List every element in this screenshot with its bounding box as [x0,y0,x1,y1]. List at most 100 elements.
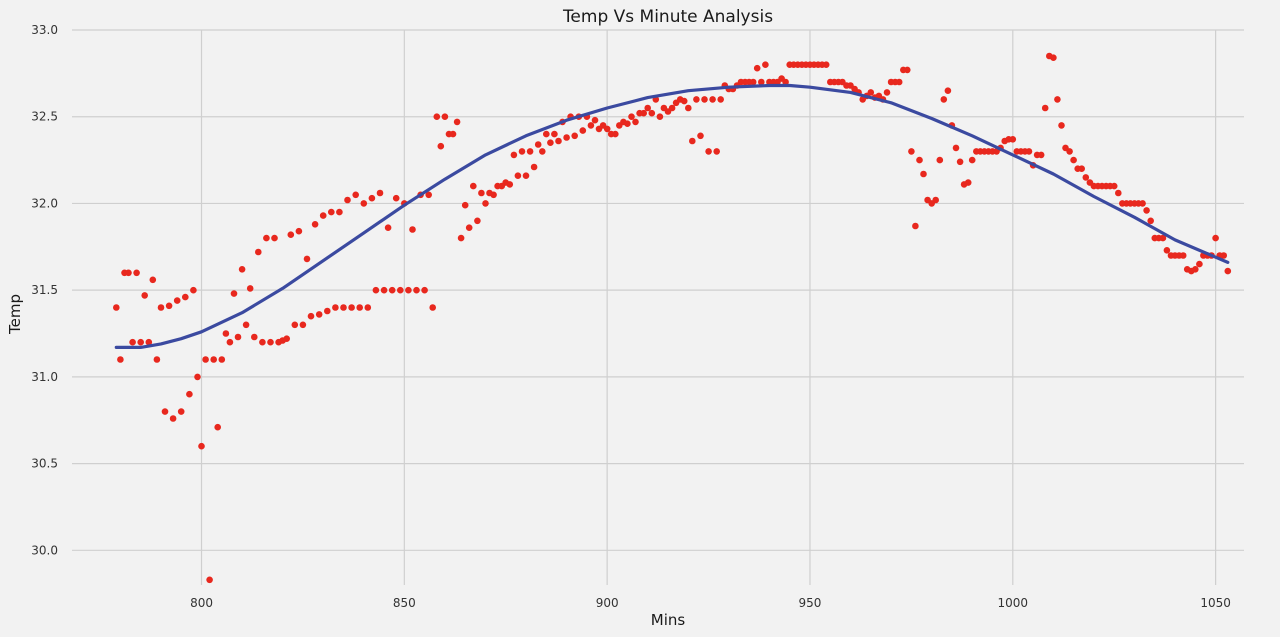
scatter-point [125,269,132,277]
y-tick-label: 33.0 [31,23,58,37]
scatter-point [429,304,437,311]
y-axis-label: Temp [6,294,24,335]
scatter-point [356,304,364,311]
scatter-point [344,196,351,204]
scatter-point [579,127,587,134]
scatter-point [437,142,445,150]
scatter-point [295,227,303,235]
scatter-point [226,338,234,346]
scatter-point [1139,200,1146,207]
scatter-point [506,181,514,188]
scatter-point [1196,260,1203,268]
scatter-point [165,302,173,310]
scatter-point [539,148,546,155]
scatter-point [534,141,542,148]
scatter-point [547,139,554,146]
scatter-point [194,373,201,381]
y-tick-label: 31.0 [31,370,58,384]
scatter-point [1224,267,1232,275]
scatter-point [352,191,360,199]
scatter-point [186,390,193,398]
y-tick-label: 30.5 [31,457,58,471]
scatter-point [319,212,327,219]
scatter-point [1110,182,1118,190]
scatter-point [307,312,315,320]
scatter-point [173,297,181,304]
y-axis-ticks: 30.0 30.5 31.0 31.5 32.0 32.5 33.0 [31,23,58,557]
scatter-point [762,61,769,68]
scatter-point [271,234,278,242]
scatter-point [936,156,944,164]
scatter-point [238,266,246,273]
scatter-point [640,109,647,117]
scatter-point [311,221,319,228]
x-tick-label: 950 [799,596,822,610]
scatter-point [591,116,599,124]
scatter-point [648,109,656,117]
scatter-point [1025,148,1033,155]
scatter-point [409,226,416,233]
scatter-point [388,286,396,294]
scatter-point [299,321,307,329]
scatter-point [222,330,230,337]
scatter-point [380,286,388,294]
scatter-point [514,172,522,179]
scatter-point [251,333,258,341]
scatter-point [656,113,664,120]
scatter-point [190,286,197,294]
scatter-point [1192,266,1199,273]
scatter-point [705,148,712,155]
scatter-point [1212,234,1219,242]
scatter-point [324,307,331,315]
scatter-point [336,208,343,216]
scatter-point [449,130,457,138]
scatter-point [340,304,347,311]
scatter-point [413,286,420,294]
x-tick-label: 800 [190,596,213,610]
scatter-point [364,304,372,311]
scatter-point [169,415,177,422]
scatter-point [259,338,266,346]
scatter-point [551,130,558,138]
scatter-point [242,321,250,329]
scatter-point [603,125,611,133]
scatter-point [405,286,412,294]
scatter-series [113,52,1232,584]
scatter-point [198,442,205,450]
scatter-point [510,151,518,159]
scatter-point [612,130,619,138]
scatter-point [632,118,639,126]
scatter-point [940,96,948,103]
scatter-point [470,182,477,190]
scatter-point [571,132,578,140]
scatter-point [234,333,242,341]
scatter-point [490,191,497,199]
grid [72,29,1244,585]
scatter-point [360,200,368,207]
y-tick-label: 31.5 [31,283,58,297]
scatter-point [254,248,262,256]
scatter-point [1066,148,1073,155]
x-tick-label: 1000 [998,596,1029,610]
scatter-point [693,96,700,103]
scatter-point [113,304,120,311]
scatter-point [421,286,428,294]
fit-line [114,83,1230,349]
scatter-point [384,224,392,231]
scatter-point [328,208,335,216]
y-tick-label: 30.0 [31,543,58,557]
scatter-point [689,137,696,145]
scatter-point [1147,217,1154,225]
scatter-point [530,163,538,171]
scatter-point [210,356,217,363]
scatter-point [161,408,169,415]
scatter-point [1179,252,1187,259]
scatter-point [944,87,952,94]
scatter-point [912,222,919,230]
scatter-point [465,224,473,231]
scatter-point [964,179,972,186]
chart-title: Temp Vs Minute Analysis [562,7,773,27]
y-tick-label: 32.5 [31,110,58,124]
scatter-point [685,104,692,112]
scatter-point [218,356,226,363]
